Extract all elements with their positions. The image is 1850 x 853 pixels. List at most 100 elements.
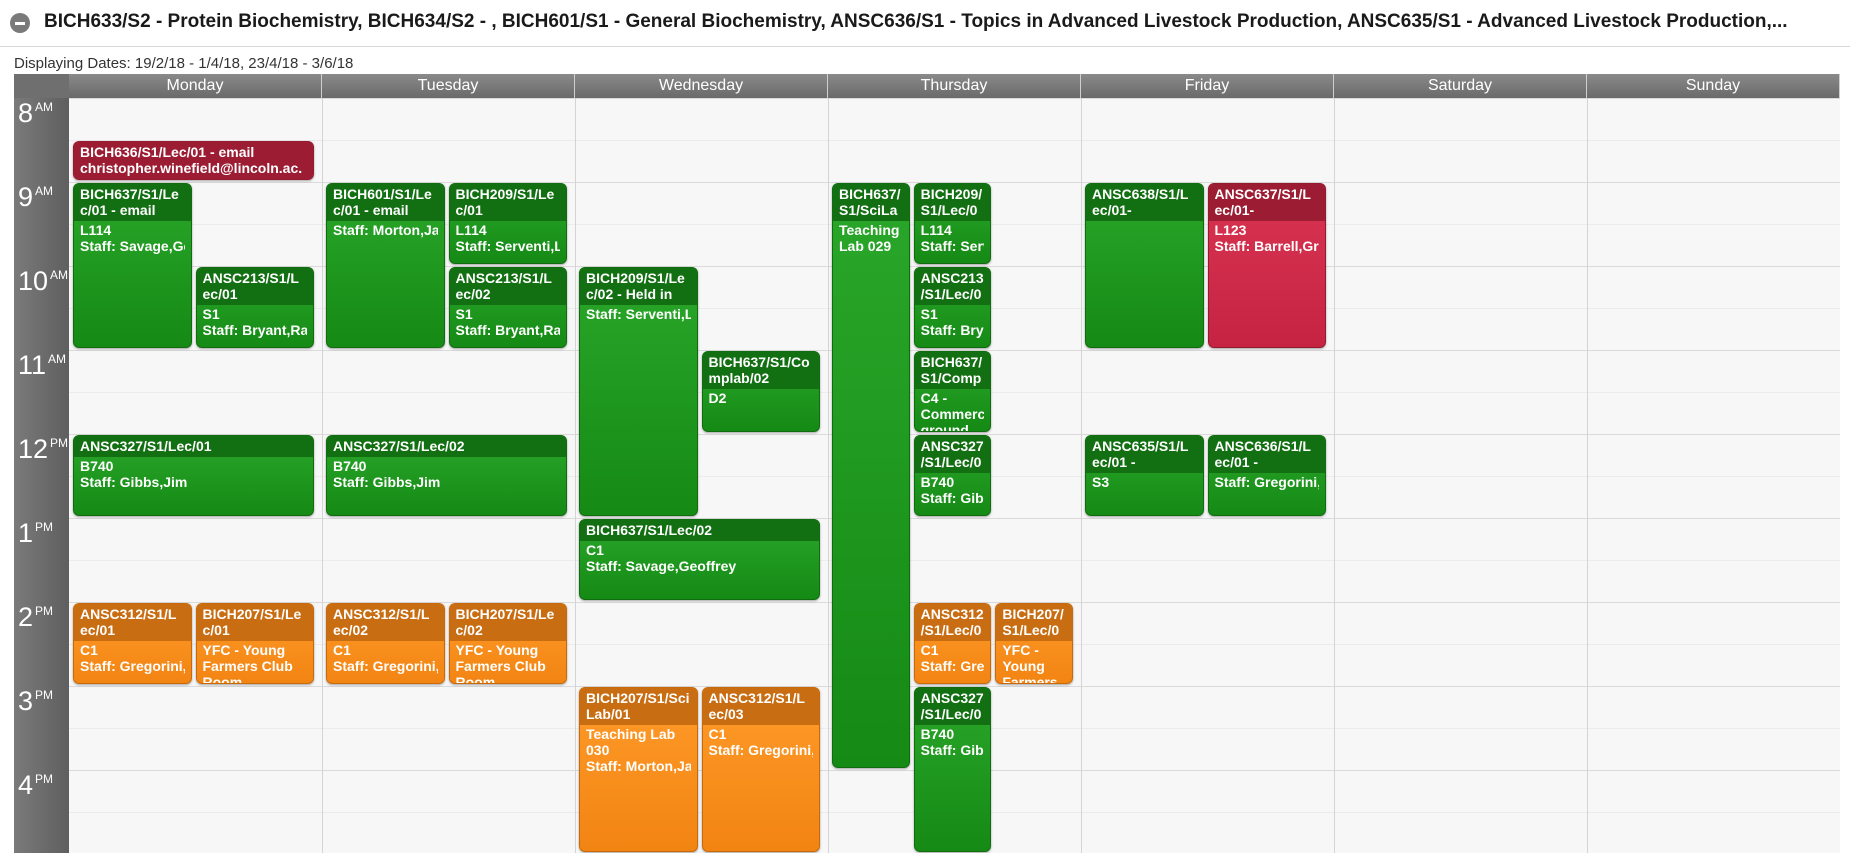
- grid-line: [69, 602, 1840, 603]
- event-block[interactable]: BICH207/ S1/Lec/0 YFC - Young Farmers: [995, 603, 1073, 684]
- hour-ampm: AM: [50, 268, 69, 282]
- event-detail-line: ground: [920, 422, 969, 432]
- event-details: B740 Staff: Gibbs,Jim: [74, 457, 313, 491]
- event-details: C4 -Commerceground: [915, 389, 991, 432]
- event-detail-line: Staff: Gibbs,Jim: [333, 474, 441, 490]
- event-block[interactable]: BICH207/S1/Sci Lab/01 Teaching Lab 030 Staf…: [579, 687, 698, 852]
- day-divider: [1081, 98, 1082, 853]
- day-divider: [1587, 98, 1588, 853]
- event-detail-line: S1: [920, 306, 938, 322]
- event-title: BICH209/S1/Le c/02 - Held in: [580, 268, 697, 305]
- hour-label: 10 AM: [18, 268, 68, 295]
- event-block[interactable]: BICH637/S1/Lec/02 C1 Staff: Savage,Geoffre…: [579, 519, 820, 600]
- event-block[interactable]: ANSC327/S1/Lec/01 B740 Staff: Gibbs,Jim: [73, 435, 314, 516]
- event-block[interactable]: BICH637/S1/Le c/01 - email L114 Staff: Sav…: [73, 183, 192, 348]
- event-detail-line: Staff: Bryant,Racheal: [202, 322, 308, 338]
- event-detail-line: YFC - Young: [202, 642, 286, 658]
- event-title: ANSC327 /S1/Lec/0: [914, 436, 991, 473]
- hour-ampm: PM: [35, 520, 54, 534]
- event-title: ANSC312/S1/L ec/02: [327, 604, 444, 641]
- time-column: 8 AM 9 AM 10 AM 11 AM 12 PM 1 PM 2 PM 3 PM 4 PM: [14, 98, 69, 853]
- event-block[interactable]: BICH207/S1/Le c/01 YFC - Young Farmers Clu…: [195, 603, 314, 684]
- event-block[interactable]: ANSC638/S1/L ec/01-: [1085, 183, 1204, 348]
- event-detail-line: YFC -: [1002, 642, 1039, 658]
- event-title: ANSC327 /S1/Lec/0: [914, 688, 991, 725]
- event-detail-line: B740: [920, 474, 955, 490]
- event-block[interactable]: BICH637/S1/Co mplab/02 D2: [701, 351, 820, 432]
- event-block[interactable]: ANSC635/S1/L ec/01 - S3: [1085, 435, 1204, 516]
- hour-label: 11 AM: [18, 352, 66, 379]
- event-title: BICH207/ S1/Lec/0: [996, 604, 1072, 641]
- event-detail-line: Staff: Gibbs: [920, 490, 985, 506]
- event-detail-line: S3: [1092, 474, 1110, 490]
- event-title: BICH637/S1/Co mplab/02: [702, 352, 819, 389]
- grid-line: [69, 518, 1840, 519]
- event-details: [74, 179, 313, 180]
- event-title: ANSC636/S1/L ec/01 -: [1208, 436, 1325, 473]
- event-details: Teaching Lab 029: [833, 221, 909, 255]
- event-details: Staff: Gregorini,Pablo: [1209, 473, 1326, 491]
- hour-ampm: AM: [35, 100, 54, 114]
- event-detail-line: YFC - Young: [455, 642, 539, 658]
- event-block[interactable]: BICH637/ S1/SciLa Teaching Lab 029: [832, 183, 910, 768]
- event-title: ANSC213 /S1/Lec/0: [914, 268, 991, 305]
- event-block[interactable]: BICH601/S1/Le c/01 - email Staff: Morton,…: [326, 183, 445, 348]
- event-title: BICH209/ S1/Lec/0: [914, 184, 991, 221]
- event-detail-line: Farmers Club: [202, 658, 293, 674]
- event-detail-line: Staff: Savage,Geoffrey: [80, 238, 185, 254]
- event-detail-line: Staff: Morton,James: [586, 758, 691, 774]
- title-bar: BICH633/S2 - Protein Biochemistry, BICH6…: [0, 0, 1850, 47]
- event-block[interactable]: BICH209/S1/Le c/02 - Held in Staff: Serve…: [579, 267, 698, 516]
- event-detail-line: Room: [455, 674, 496, 684]
- event-detail-line: Staff: Gregorini,Pablo: [80, 658, 185, 674]
- event-title: BICH207/S1/Le c/01: [196, 604, 313, 641]
- event-detail-line: Staff: Bryant,Racheal: [455, 322, 561, 338]
- event-detail-line: Young: [1002, 658, 1045, 674]
- calendar-week-view: Monday Tuesday Wednesday Thursday Friday Satu…: [14, 74, 1840, 853]
- event-detail-line: Staff: Gregorini: [920, 658, 985, 674]
- event-detail-line: Staff: Gregorini,Pablo: [708, 742, 814, 758]
- event-detail-line: L114: [80, 222, 112, 238]
- collapse-icon[interactable]: [10, 13, 30, 33]
- event-details: [1086, 221, 1203, 223]
- event-detail-line: Staff: Morton,James: [333, 222, 438, 238]
- event-detail-line: C1: [80, 642, 98, 658]
- hour-label: 12 PM: [18, 436, 68, 463]
- event-detail-line: Staff: Gregorini,Pablo: [333, 658, 438, 674]
- event-block[interactable]: ANSC637/S1/L ec/01- L123 Staff: Barrell,Gr…: [1207, 183, 1326, 348]
- event-details: C1 Staff: Savage,Geoffrey: [580, 541, 819, 575]
- event-block[interactable]: ANSC636/S1/L ec/01 -Staff: Gregorini,Pab…: [1207, 435, 1326, 516]
- event-block[interactable]: ANSC327/S1/Lec/02 B740 Staff: Gibbs,Jim: [326, 435, 567, 516]
- event-title: ANSC327/S1/Lec/02: [327, 436, 566, 457]
- event-block[interactable]: BICH636/S1/Lec/01 - email christopher.wi…: [73, 141, 314, 180]
- event-title: ANSC638/S1/L ec/01-: [1086, 184, 1203, 221]
- day-header-monday: Monday: [69, 74, 322, 98]
- grid-line: [69, 140, 1840, 141]
- event-block[interactable]: BICH207/S1/Le c/02 YFC - Young Farmers Clu…: [448, 603, 567, 684]
- event-detail-line: B740: [80, 458, 114, 474]
- event-detail-line: C1: [333, 642, 351, 658]
- event-title: BICH636/S1/Lec/01 - email christopher.wi…: [74, 142, 313, 179]
- day-divider: [322, 98, 323, 853]
- hour-number: 3: [18, 686, 34, 716]
- grid-line: [69, 98, 1840, 99]
- hour-number: 1: [18, 518, 34, 548]
- hour-label: 4 PM: [18, 772, 53, 799]
